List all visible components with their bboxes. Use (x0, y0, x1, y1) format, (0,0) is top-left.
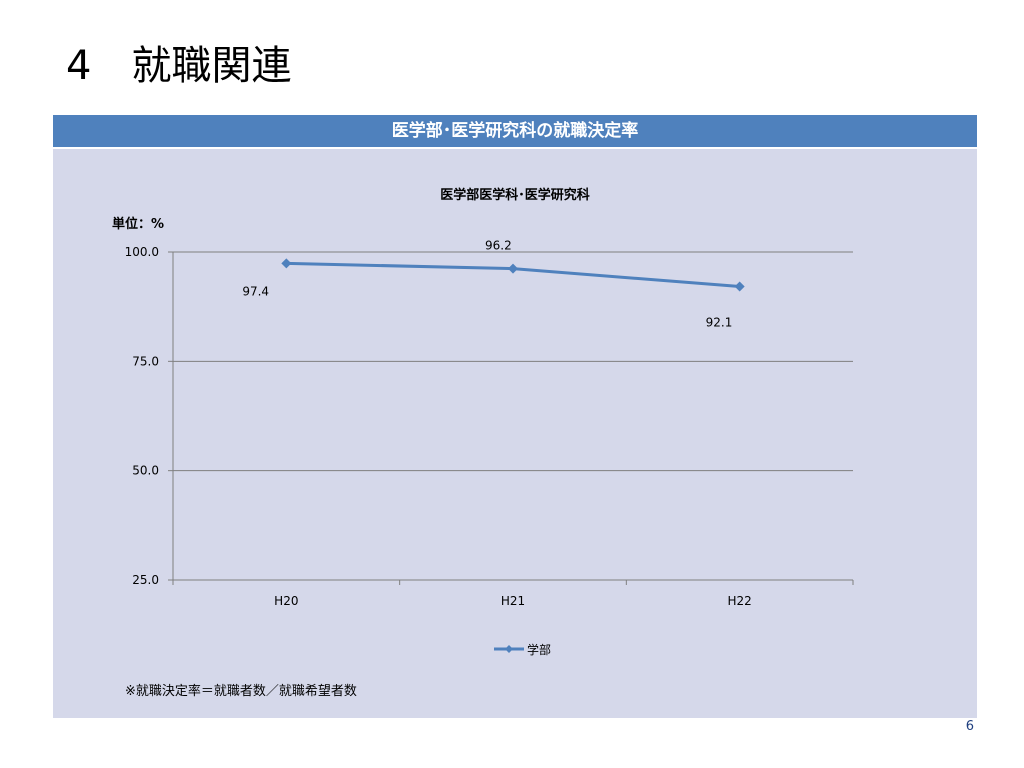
legend-label: 学部 (527, 642, 551, 657)
y-tick-label: 75.0 (132, 354, 159, 368)
x-tick-label: H21 (501, 594, 525, 608)
data-point-marker (508, 263, 518, 274)
data-label: 92.1 (706, 316, 733, 330)
unit-label: 単位：% (112, 217, 165, 232)
y-tick-label: 50.0 (132, 464, 159, 478)
footnote: ※就職決定率＝就職者数／就職希望者数 (125, 684, 357, 699)
chart-panel: 医学部医学科･医学研究科 単位：% 100.0 75.0 50.0 25.0 H20 H2… (53, 149, 977, 718)
data-label: 97.4 (242, 284, 269, 298)
x-tick-label: H20 (274, 594, 298, 608)
data-point-marker (734, 281, 745, 292)
x-tick-label: H22 (728, 594, 752, 608)
data-point-marker (281, 258, 292, 269)
chart-title: 医学部医学科･医学研究科 (440, 188, 590, 203)
line-chart: 100.0 75.0 50.0 25.0 H20 H21 H22 97.4 96.2 92.1 学部 (125, 239, 854, 657)
chart-header-bar: 医学部･医学研究科の就職決定率 (53, 115, 977, 147)
data-label: 96.2 (485, 239, 512, 253)
y-tick-label: 25.0 (132, 573, 159, 587)
y-tick-label: 100.0 (125, 245, 159, 259)
page-number: 6 (965, 719, 974, 734)
slide-title: 4 就職関連 (66, 43, 292, 89)
legend-marker (505, 645, 513, 653)
